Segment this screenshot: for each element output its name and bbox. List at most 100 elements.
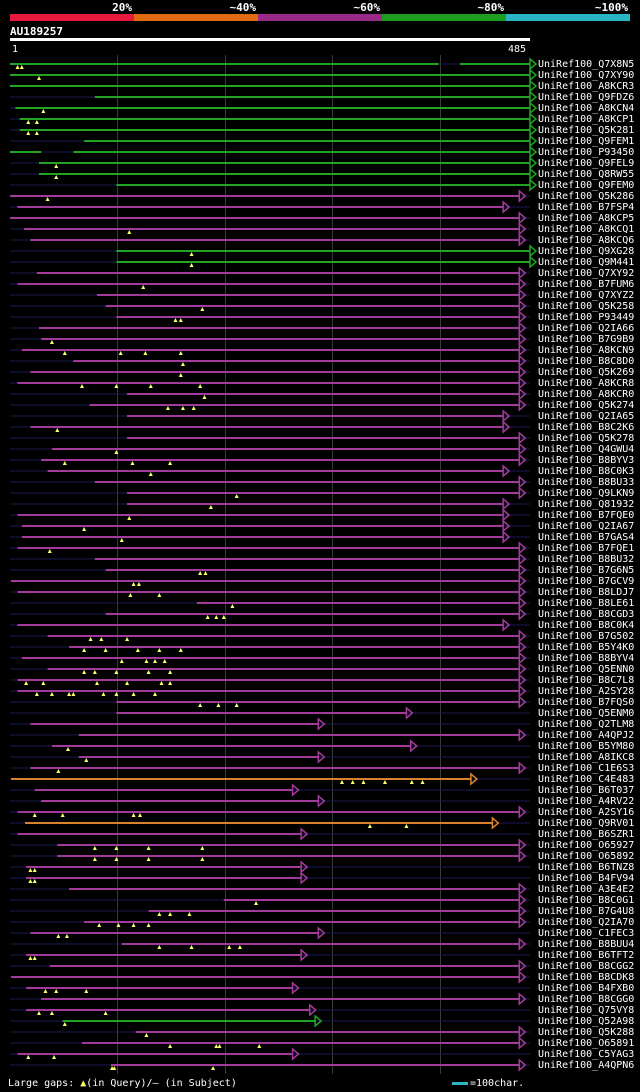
hit-id-link[interactable]: UniRef100_B4FXB0: [538, 983, 634, 994]
hit-row[interactable]: UniRef100_B7FSP4: [10, 200, 634, 214]
hit-id-link[interactable]: UniRef100_Q9FEL9: [538, 158, 634, 169]
hit-row[interactable]: UniRef100_Q2IA67: [10, 519, 634, 533]
hit-row[interactable]: UniRef100_A4QPN6: [10, 1058, 634, 1072]
hit-row[interactable]: UniRef100_B7G502: [10, 629, 634, 643]
hit-id-link[interactable]: UniRef100_B7GAS4: [538, 532, 634, 543]
hit-row[interactable]: UniRef100_A4RV22: [10, 794, 634, 808]
hit-row[interactable]: UniRef100_A8KCR3: [10, 79, 634, 93]
hit-row[interactable]: UniRef100_B8CDK8: [10, 970, 634, 984]
hit-row[interactable]: UniRef100_A8KCN4: [10, 101, 634, 115]
hit-row[interactable]: UniRef100_Q5ENN0: [10, 662, 634, 676]
hit-row[interactable]: UniRef100_Q7XY92: [10, 266, 634, 280]
hit-id-link[interactable]: UniRef100_B8C0K3: [538, 466, 634, 477]
hit-row[interactable]: UniRef100_B8BYV3: [10, 453, 634, 467]
hit-id-link[interactable]: UniRef100_A4RV22: [538, 796, 634, 807]
hit-id-link[interactable]: UniRef100_A8IKC8: [538, 752, 634, 763]
hit-id-link[interactable]: UniRef100_Q81932: [538, 499, 634, 510]
hit-id-link[interactable]: UniRef100_A8KCR8: [538, 378, 634, 389]
hit-row[interactable]: UniRef100_B4FV94: [10, 871, 634, 885]
hit-id-link[interactable]: UniRef100_Q75VY8: [538, 1005, 634, 1016]
hit-row[interactable]: UniRef100_C1E6S3: [10, 761, 634, 775]
hit-id-link[interactable]: UniRef100_Q2IA65: [538, 411, 634, 422]
hit-id-link[interactable]: UniRef100_B8LDJ7: [538, 587, 634, 598]
hit-row[interactable]: UniRef100_B8C0K3: [10, 464, 634, 478]
hit-row[interactable]: UniRef100_Q9FEM0: [10, 178, 634, 192]
hit-id-link[interactable]: UniRef100_Q7XY92: [538, 268, 634, 279]
hit-id-link[interactable]: UniRef100_B8C0G1: [538, 895, 634, 906]
hit-id-link[interactable]: UniRef100_Q5K288: [538, 1027, 634, 1038]
hit-id-link[interactable]: UniRef100_B5Y4K0: [538, 642, 634, 653]
hit-row[interactable]: UniRef100_B7FQS0: [10, 695, 634, 709]
hit-id-link[interactable]: UniRef100_C1E6S3: [538, 763, 634, 774]
hit-row[interactable]: UniRef100_Q2IA65: [10, 409, 634, 423]
hit-id-link[interactable]: UniRef100_B8BYV3: [538, 455, 634, 466]
hit-id-link[interactable]: UniRef100_B8CGD3: [538, 609, 634, 620]
hit-id-link[interactable]: UniRef100_A2SY16: [538, 807, 634, 818]
hit-row[interactable]: UniRef100_B8C0G1: [10, 893, 634, 907]
hit-row[interactable]: UniRef100_O65891: [10, 1036, 634, 1050]
hit-id-link[interactable]: UniRef100_A8KCQ6: [538, 235, 634, 246]
hit-id-link[interactable]: UniRef100_O65927: [538, 840, 634, 851]
hit-id-link[interactable]: UniRef100_B7G502: [538, 631, 634, 642]
hit-row[interactable]: UniRef100_A2SY16: [10, 805, 634, 819]
hit-row[interactable]: UniRef100_B8BU33: [10, 475, 634, 489]
hit-id-link[interactable]: UniRef100_B7FUM6: [538, 279, 634, 290]
hit-row[interactable]: UniRef100_C4E483: [10, 772, 634, 786]
hit-row[interactable]: UniRef100_B8BYV4: [10, 651, 634, 665]
hit-id-link[interactable]: UniRef100_B8LE61: [538, 598, 634, 609]
hit-row[interactable]: UniRef100_B6SZR1: [10, 827, 634, 841]
hit-id-link[interactable]: UniRef100_O65892: [538, 851, 634, 862]
hit-id-link[interactable]: UniRef100_Q2IA67: [538, 521, 634, 532]
hit-row[interactable]: UniRef100_B8BU32: [10, 552, 634, 566]
hit-row[interactable]: UniRef100_B7G4U8: [10, 904, 634, 918]
hit-row[interactable]: UniRef100_Q5K286: [10, 189, 634, 203]
hit-id-link[interactable]: UniRef100_B8CGG0: [538, 994, 634, 1005]
hit-id-link[interactable]: UniRef100_B7FQS0: [538, 697, 634, 708]
hit-row[interactable]: UniRef100_Q52A98: [10, 1014, 634, 1028]
hit-id-link[interactable]: UniRef100_B8BYV4: [538, 653, 634, 664]
hit-id-link[interactable]: UniRef100_B8CGG2: [538, 961, 634, 972]
hit-row[interactable]: UniRef100_B8LE61: [10, 596, 634, 610]
hit-row[interactable]: UniRef100_B8C0K4: [10, 618, 634, 632]
hit-row[interactable]: UniRef100_A8KCN9: [10, 343, 634, 357]
hit-id-link[interactable]: UniRef100_Q8RW55: [538, 169, 634, 180]
hit-id-link[interactable]: UniRef100_B7G9B9: [538, 334, 634, 345]
hit-row[interactable]: UniRef100_A8KCQ6: [10, 233, 634, 247]
hit-row[interactable]: UniRef100_B6TFT2: [10, 948, 634, 962]
hit-row[interactable]: UniRef100_B8C7L8: [10, 673, 634, 687]
hit-id-link[interactable]: UniRef100_Q2TLM8: [538, 719, 634, 730]
hit-id-link[interactable]: UniRef100_O65891: [538, 1038, 634, 1049]
hit-id-link[interactable]: UniRef100_A4QPN6: [538, 1060, 634, 1071]
hit-row[interactable]: UniRef100_B8CGG0: [10, 992, 634, 1006]
hit-id-link[interactable]: UniRef100_B6T037: [538, 785, 634, 796]
hit-row[interactable]: UniRef100_A3E4E2: [10, 882, 634, 896]
hit-id-link[interactable]: UniRef100_A8KCR3: [538, 81, 634, 92]
hit-id-link[interactable]: UniRef100_Q5K274: [538, 400, 634, 411]
hit-id-link[interactable]: UniRef100_C1FEC3: [538, 928, 634, 939]
hit-id-link[interactable]: UniRef100_A8KCQ1: [538, 224, 634, 235]
hit-id-link[interactable]: UniRef100_P93450: [538, 147, 634, 158]
hit-row[interactable]: UniRef100_Q9FEL9: [10, 156, 634, 170]
hit-row[interactable]: UniRef100_A8KCR8: [10, 376, 634, 390]
hit-id-link[interactable]: UniRef100_B6TFT2: [538, 950, 634, 961]
hit-row[interactable]: UniRef100_B7FUM6: [10, 277, 634, 291]
hit-id-link[interactable]: UniRef100_Q9FDZ6: [538, 92, 634, 103]
hit-row[interactable]: UniRef100_A8KCP1: [10, 112, 634, 126]
hit-row[interactable]: UniRef100_Q5K278: [10, 431, 634, 445]
hit-row[interactable]: UniRef100_A8KCQ1: [10, 222, 634, 236]
hit-row[interactable]: UniRef100_B7G6N5: [10, 563, 634, 577]
hit-row[interactable]: UniRef100_A8KCP5: [10, 211, 634, 225]
hit-row[interactable]: UniRef100_C5YAG3: [10, 1047, 634, 1061]
hit-id-link[interactable]: UniRef100_Q9RV01: [538, 818, 634, 829]
hit-row[interactable]: UniRef100_B7FQE0: [10, 508, 634, 522]
hit-row[interactable]: UniRef100_B8CGD3: [10, 607, 634, 621]
hit-row[interactable]: UniRef100_B7FQE1: [10, 541, 634, 555]
hit-row[interactable]: UniRef100_Q4GWU4: [10, 442, 634, 456]
hit-id-link[interactable]: UniRef100_Q9LKN9: [538, 488, 634, 499]
hit-row[interactable]: UniRef100_O65892: [10, 849, 634, 863]
hit-id-link[interactable]: UniRef100_A3E4E2: [538, 884, 634, 895]
hit-id-link[interactable]: UniRef100_B8BUU4: [538, 939, 634, 950]
hit-id-link[interactable]: UniRef100_Q4GWU4: [538, 444, 634, 455]
hit-row[interactable]: UniRef100_B4FXB0: [10, 981, 634, 995]
hit-row[interactable]: UniRef100_Q81932: [10, 497, 634, 511]
